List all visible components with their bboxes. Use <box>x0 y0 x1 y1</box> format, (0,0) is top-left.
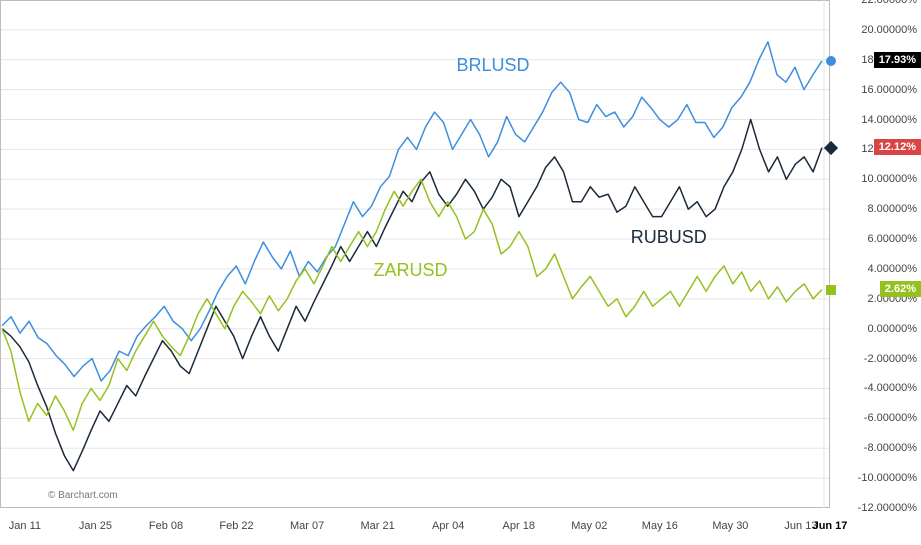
y-tick-label: 4.00000% <box>867 263 917 275</box>
x-tick-label: Jan 11 <box>9 520 41 532</box>
y-tick-label: 8.00000% <box>867 203 917 215</box>
y-tick-label: -4.00000% <box>864 382 917 394</box>
x-tick-label: Jan 25 <box>79 520 112 532</box>
y-tick-label: 16.00000% <box>861 84 917 96</box>
value-badge-zarusd: 2.62% <box>880 281 921 297</box>
y-tick-label: -6.00000% <box>864 412 917 424</box>
y-tick-label: 10.00000% <box>861 173 917 185</box>
watermark: © Barchart.com <box>48 490 118 501</box>
x-tick-label: Apr 18 <box>503 520 535 532</box>
y-tick-label: 0.00000% <box>867 323 917 335</box>
y-tick-label: -12.00000% <box>858 502 917 514</box>
currency-chart: -12.00000% -10.00000% -8.00000% -6.00000% -4… <box>0 0 921 545</box>
x-tick-label: May 02 <box>571 520 607 532</box>
y-tick-label: 6.00000% <box>867 233 917 245</box>
value-badge-rubusd: 12.12% <box>874 139 921 155</box>
x-tick-label: May 30 <box>712 520 748 532</box>
end-marker-brlusd <box>826 56 836 66</box>
plot-area <box>0 0 830 508</box>
x-tick-label: Mar 21 <box>361 520 395 532</box>
x-tick-label: Jun 17 <box>813 520 848 532</box>
x-axis: Jan 11 Jan 25 Feb 08 Feb 22 Mar 07 Mar 21 Apr … <box>0 508 830 545</box>
value-badge-brlusd: 17.93% <box>874 52 921 68</box>
x-tick-label: Mar 07 <box>290 520 324 532</box>
y-tick-label: 20.00000% <box>861 24 917 36</box>
x-tick-label: Apr 04 <box>432 520 464 532</box>
y-tick-label: 22.00000% <box>861 0 917 6</box>
y-tick-label: 14.00000% <box>861 114 917 126</box>
y-tick-label: -2.00000% <box>864 353 917 365</box>
x-tick-label: May 16 <box>642 520 678 532</box>
x-tick-label: Feb 22 <box>219 520 253 532</box>
x-tick-label: Feb 08 <box>149 520 183 532</box>
y-tick-label: -8.00000% <box>864 442 917 454</box>
end-marker-zarusd <box>826 285 836 295</box>
y-tick-label: -10.00000% <box>858 472 917 484</box>
